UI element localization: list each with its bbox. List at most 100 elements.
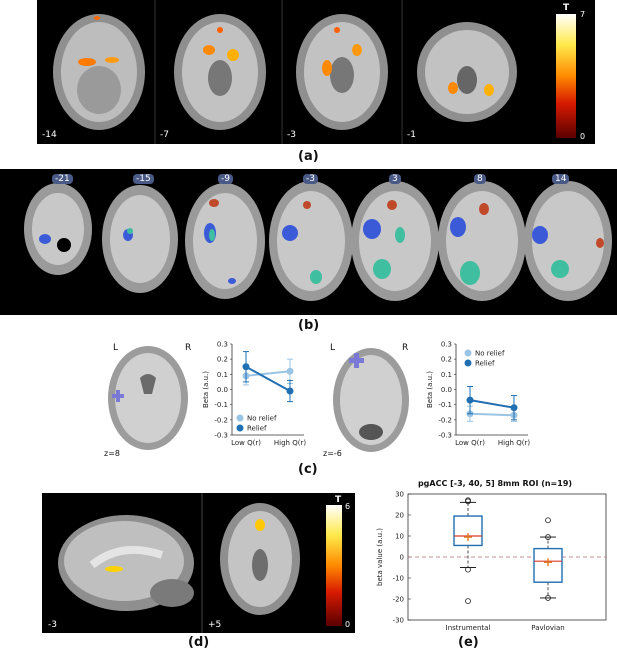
panel-label-a: (a) bbox=[298, 149, 319, 164]
chart-e-outlier bbox=[465, 498, 471, 505]
chart-e-outlier bbox=[545, 595, 551, 601]
brain-c-right-R: R bbox=[402, 343, 409, 353]
chart-e-ytick-label: -30 bbox=[393, 617, 404, 625]
colorbar-a-title: T bbox=[563, 3, 570, 13]
slice-label-d2: +5 bbox=[208, 620, 222, 630]
chart-c-left-ytick-label: -0.2 bbox=[214, 416, 228, 424]
chart-c-left-ylabel: Beta (a.u.) bbox=[202, 371, 210, 408]
chart-c-right: 0.3 0.2 0.1 0.0 -0.1 -0.2 -0.3 Beta (a.u.) Low Q… bbox=[426, 341, 530, 448]
chart-c-right-ytick-label: -0.1 bbox=[438, 401, 452, 409]
chart-e-ytick-label: 0 bbox=[400, 554, 404, 562]
panel-label-c: (c) bbox=[298, 462, 318, 477]
chart-e-ytick-label: -20 bbox=[393, 596, 404, 604]
chart-c-right-legend-label: Relief bbox=[475, 360, 495, 368]
chart-c-right-ytick-label: -0.3 bbox=[438, 432, 452, 440]
chart-c-left-xtick-label: High Q(r) bbox=[274, 439, 306, 447]
panel-label-b: (b) bbox=[298, 318, 320, 333]
slice-tag-b5: 3 bbox=[389, 174, 401, 184]
brain-slice-a4 bbox=[417, 22, 517, 122]
slice-label-d1: -3 bbox=[48, 620, 57, 630]
chart-c-left-ytick-label: -0.3 bbox=[214, 432, 228, 440]
chart-e-ytick-label: -10 bbox=[393, 575, 404, 583]
chart-c-right-legend-marker bbox=[464, 359, 472, 367]
chart-e-xtick-label: Instrumental bbox=[446, 624, 491, 632]
chart-c-right-point bbox=[466, 396, 474, 404]
chart-c-left-point bbox=[242, 363, 250, 371]
chart-e-ytick-label: 20 bbox=[395, 512, 404, 520]
chart-c-left-point bbox=[286, 367, 294, 375]
slice-tag-b1: -21 bbox=[52, 174, 73, 184]
brain-c-left bbox=[108, 346, 188, 450]
chart-c-left-point bbox=[286, 387, 294, 395]
chart-e-ytick-label: 30 bbox=[395, 491, 404, 499]
chart-e: 30 20 10 0 -10 -20 -30 beta value (a.u.) Instrum… bbox=[376, 491, 607, 632]
chart-c-left-ytick-label: 0.3 bbox=[217, 341, 228, 349]
chart-e-box bbox=[533, 547, 563, 583]
panel-b-slices bbox=[24, 181, 612, 301]
chart-c-left-legend-label: No relief bbox=[247, 415, 277, 423]
chart-c-right-legend-marker bbox=[464, 349, 472, 357]
chart-c-left-legend-marker bbox=[236, 424, 244, 432]
colorbar-d bbox=[326, 505, 342, 626]
brain-axial-d bbox=[220, 503, 300, 615]
chart-c-right-xtick-label: Low Q(r) bbox=[455, 439, 485, 447]
chart-c-right-ytick-label: 0.2 bbox=[441, 356, 452, 364]
panel-label-e: (e) bbox=[458, 635, 479, 650]
chart-c-right-ytick-label: 0.3 bbox=[441, 341, 452, 349]
colorbar-a bbox=[556, 14, 576, 138]
chart-e-outlier bbox=[545, 517, 551, 524]
chart-c-right-series-line bbox=[469, 412, 515, 417]
colorbar-d-min: 0 bbox=[345, 620, 351, 629]
chart-c-left-ytick-label: -0.1 bbox=[214, 401, 228, 409]
brain-c-left-R: R bbox=[185, 343, 192, 353]
chart-c-right-series-line bbox=[469, 399, 515, 409]
brain-slice-a2 bbox=[174, 14, 266, 130]
chart-c-left-legend-marker bbox=[236, 414, 244, 422]
chart-e-ylabel: beta value (a.u.) bbox=[376, 528, 384, 586]
chart-c-left-series-line bbox=[245, 370, 291, 377]
chart-c-left-ytick-label: 0.1 bbox=[217, 371, 228, 379]
chart-e-xtick-label: Pavlovian bbox=[531, 624, 564, 632]
colorbar-a-min: 0 bbox=[580, 132, 586, 141]
chart-c-left-ytick-label: 0.2 bbox=[217, 356, 228, 364]
brain-c-right-L: L bbox=[330, 343, 336, 353]
colorbar-d-title: T bbox=[335, 495, 342, 505]
chart-c-right-ylabel: Beta (a.u.) bbox=[426, 371, 434, 408]
slice-label-a2: -7 bbox=[160, 130, 169, 140]
chart-e-outlier bbox=[465, 566, 471, 573]
brain-sagittal-d bbox=[58, 515, 194, 611]
brain-c-left-z: z=8 bbox=[104, 449, 120, 458]
chart-e-outlier bbox=[465, 598, 471, 604]
chart-c-right-ytick-label: 0.0 bbox=[441, 386, 452, 394]
colorbar-a-max: 7 bbox=[580, 10, 586, 19]
slice-tag-b4: -3 bbox=[303, 174, 318, 184]
chart-c-right-ytick-label: 0.1 bbox=[441, 371, 452, 379]
chart-c-right-legend-label: No relief bbox=[475, 350, 505, 358]
slice-label-a4: -1 bbox=[407, 130, 416, 140]
chart-c-right-point bbox=[510, 404, 518, 412]
chart-e-outlier bbox=[545, 534, 551, 540]
slice-label-a3: -3 bbox=[287, 130, 296, 140]
chart-e-ytick-label: 10 bbox=[395, 533, 404, 541]
slice-tag-b7: 14 bbox=[552, 174, 570, 184]
colorbar-d-max: 6 bbox=[345, 502, 351, 511]
brain-c-left-L: L bbox=[113, 343, 119, 353]
chart-c-left-legend-label: Relief bbox=[247, 425, 267, 433]
chart-c-right-xtick-label: High Q(r) bbox=[498, 439, 530, 447]
brain-c-right-z: z=-6 bbox=[323, 449, 342, 458]
brain-c-right bbox=[333, 348, 409, 452]
panel-label-d: (d) bbox=[188, 635, 210, 650]
slice-tag-b6: 8 bbox=[474, 174, 486, 184]
brain-slice-a1 bbox=[53, 14, 145, 130]
chart-c-left-series-line bbox=[245, 365, 291, 392]
slice-tag-b3: -9 bbox=[218, 174, 233, 184]
slice-tag-b2: -15 bbox=[133, 174, 154, 184]
chart-e-box bbox=[453, 515, 483, 547]
slice-label-a1: -14 bbox=[42, 130, 57, 140]
chart-e-title: pgACC [-3, 40, 5] 8mm ROI (n=19) bbox=[417, 479, 573, 488]
chart-c-left-xtick-label: Low Q(r) bbox=[231, 439, 261, 447]
chart-c-right-ytick-label: -0.2 bbox=[438, 416, 452, 424]
panel-d-slices bbox=[58, 493, 300, 633]
brain-slice-a3 bbox=[296, 14, 388, 130]
panel-a-slices bbox=[53, 0, 517, 144]
